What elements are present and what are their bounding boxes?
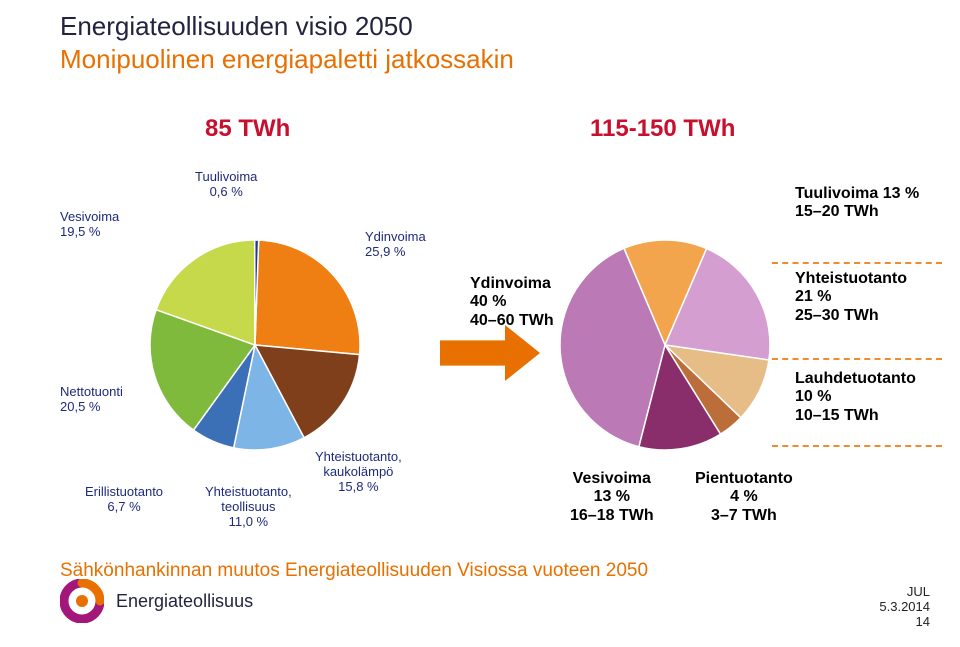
footer-date: 5.3.2014 — [879, 599, 930, 614]
pie-slice-yhteistuotanto — [665, 249, 770, 360]
pie-slice-erillistuotanto — [194, 345, 255, 448]
logo-text: Energiateollisuus — [116, 591, 253, 612]
label-ydin: Ydinvoima40 %40–60 TWh — [470, 275, 554, 330]
chart-header-right: 115-150 TWh — [590, 115, 735, 143]
label-vesi: Vesivoima13 %16–18 TWh — [570, 470, 654, 525]
pie-slice-pientuotanto — [665, 345, 741, 434]
label-chp_kl: Yhteistuotanto,kaukolämpö15,8 % — [315, 450, 402, 495]
pie-slice-ydinvoima — [560, 248, 665, 446]
footer-initials: JUL — [879, 584, 930, 599]
footer: JUL 5.3.2014 14 — [879, 584, 930, 629]
chart-header-left: 85 TWh — [205, 115, 290, 143]
logo-icon — [60, 579, 104, 623]
pie-slice-yhteistuotanto-teollisuus — [234, 345, 304, 450]
label-ydin: Ydinvoima25,9 % — [365, 230, 426, 260]
logo: Energiateollisuus — [60, 579, 253, 623]
pie-slice-ydinvoima — [255, 240, 360, 355]
label-vesi: Vesivoima19,5 % — [60, 210, 119, 240]
dash-line-2 — [772, 358, 942, 360]
pie-slice-yhteistuotanto-kaukol-mp- — [255, 345, 360, 438]
slide-title: Energiateollisuuden visio 2050 Monipuoli… — [60, 10, 514, 75]
label-pien: Pientuotanto4 %3–7 TWh — [695, 470, 793, 525]
pie-slice-lauhdetuotanto — [665, 345, 769, 418]
pie-slice-tuulivoima — [255, 240, 259, 345]
transition-arrow-icon — [440, 325, 540, 381]
pie-slice-vesivoima — [156, 240, 255, 345]
title-line1: Energiateollisuuden visio 2050 — [60, 10, 514, 43]
dash-line-3 — [772, 445, 942, 447]
pie-slice-tuulivoima — [624, 240, 707, 345]
label-chp: Yhteistuotanto21 %25–30 TWh — [795, 270, 907, 325]
label-chp_te: Yhteistuotanto,teollisuus11,0 % — [205, 485, 292, 530]
label-lauhde: Lauhdetuotanto10 %10–15 TWh — [795, 370, 916, 425]
label-eril: Erillistuotanto6,7 % — [85, 485, 163, 515]
pie-slice-vesivoima — [639, 345, 721, 450]
dash-line-1 — [772, 262, 942, 264]
title-line2: Monipuolinen energiapaletti jatkossakin — [60, 43, 514, 76]
footer-page: 14 — [879, 614, 930, 629]
label-tuuli: Tuulivoima0,6 % — [195, 170, 257, 200]
label-tuuli: Tuulivoima 13 %15–20 TWh — [795, 185, 919, 222]
label-netto: Nettotuonti20,5 % — [60, 385, 123, 415]
pie-slice-nettotuonti — [150, 310, 255, 430]
